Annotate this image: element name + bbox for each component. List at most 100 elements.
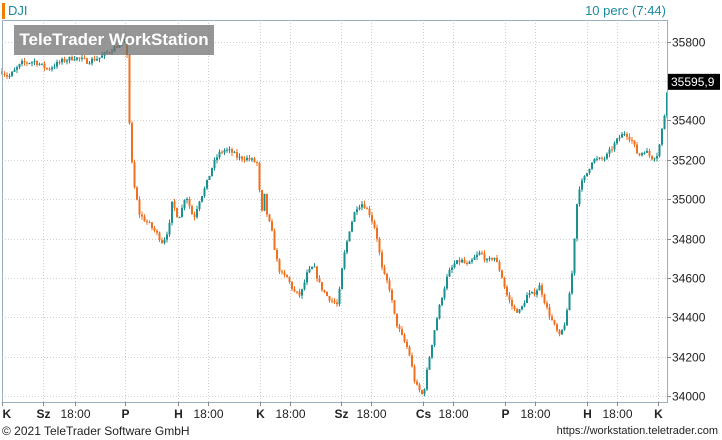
candle-body [261, 189, 263, 211]
candle-body [446, 276, 448, 289]
candle-body [246, 157, 248, 160]
candle-body [141, 214, 143, 217]
x-tick-label: 18:00 [520, 407, 550, 421]
candle-body [466, 263, 468, 265]
candle-body [96, 59, 98, 61]
candle-body [538, 285, 541, 291]
candle-body [631, 139, 633, 141]
candle-body [73, 59, 76, 61]
candle-body [41, 63, 43, 65]
footer-url[interactable]: https://workstation.teletrader.com [556, 425, 718, 437]
candle-body [596, 158, 598, 160]
candle-body [71, 56, 73, 61]
x-tick-label: H [174, 407, 183, 421]
candle-body [536, 290, 538, 295]
candle-body [86, 58, 88, 64]
interval-label[interactable]: 10 perc (7:44) [585, 3, 666, 18]
candle-body [143, 216, 146, 222]
candle-body [133, 162, 136, 188]
candle-body [351, 221, 353, 232]
x-tick-label: 18:00 [602, 407, 632, 421]
x-axis: K Sz 18:00 P H 18:00 K 18:00 Sz 18:00 Cs 18:00 P 18:0… [2, 402, 663, 421]
x-tick-label: K [654, 407, 663, 421]
candle-body [271, 221, 273, 231]
candle-body [578, 189, 581, 205]
candle-body [318, 278, 321, 282]
last-price-box [668, 73, 720, 90]
candle-body [173, 201, 176, 208]
copyright-text: © 2021 TeleTrader Software GmbH [2, 424, 190, 438]
candle-body [623, 133, 626, 135]
candle-body [618, 137, 621, 139]
candle-body [508, 295, 511, 301]
candle-body [61, 58, 63, 63]
candle-body [163, 239, 166, 243]
candle-body [581, 180, 583, 190]
candle-body [633, 140, 636, 145]
candle-body [16, 67, 18, 70]
gridlines [2, 20, 667, 402]
x-tick-label: 18:00 [193, 407, 223, 421]
symbol-label[interactable]: DJI [8, 3, 28, 18]
candle-body [583, 176, 586, 181]
candle-body [438, 304, 441, 319]
candle-body [31, 62, 33, 64]
candle-body [243, 159, 246, 161]
candle-body [341, 268, 343, 290]
candle-body [593, 159, 596, 163]
candle-body [338, 289, 341, 305]
candle-body [206, 179, 208, 189]
candle-body [306, 272, 308, 283]
candle-body [373, 221, 376, 228]
candle-body [298, 291, 301, 296]
candle-body [371, 215, 373, 222]
candle-body [598, 157, 601, 159]
candle-body [591, 162, 593, 169]
candle-body [151, 222, 153, 228]
candle-body [348, 231, 351, 242]
candle-body [563, 325, 566, 330]
candle-body [93, 58, 96, 61]
candle-body [546, 303, 548, 308]
candle-body [511, 300, 513, 307]
candle-body [571, 273, 573, 294]
candle-body [153, 227, 156, 231]
candle-body [231, 149, 233, 153]
candle-body [68, 56, 71, 61]
candle-body [453, 263, 456, 268]
candle-body [478, 252, 481, 255]
candle-body [273, 230, 276, 250]
candle-body [473, 257, 476, 260]
candle-body [66, 60, 68, 62]
candle-body [403, 334, 406, 342]
candle-body [8, 75, 11, 77]
candle-body [53, 66, 56, 68]
candle-body [183, 200, 186, 208]
candle-body [588, 168, 591, 173]
candle-body [36, 61, 38, 65]
candle-body [263, 193, 266, 211]
candle-body [458, 260, 461, 263]
x-tick-label: P [121, 407, 129, 421]
candle-body [503, 278, 506, 287]
candle-body [396, 313, 398, 327]
candle-body [311, 266, 313, 269]
candle-body [388, 280, 391, 291]
candle-body [18, 64, 21, 68]
candle-body [641, 153, 643, 156]
last-price-tag: 35595,9 [668, 73, 720, 90]
candle-body [241, 156, 243, 160]
candle-body [576, 204, 578, 239]
candle-body [558, 330, 561, 335]
candle-body [541, 285, 543, 295]
candle-body [276, 249, 278, 260]
candle-body [193, 214, 196, 218]
candle-body [13, 69, 16, 72]
candle-body [256, 162, 258, 164]
last-price-label: 35595,9 [671, 75, 715, 89]
x-tick-label: K [256, 407, 265, 421]
candle-body [663, 115, 666, 129]
candle-body [448, 270, 451, 277]
candle-body [83, 57, 86, 59]
